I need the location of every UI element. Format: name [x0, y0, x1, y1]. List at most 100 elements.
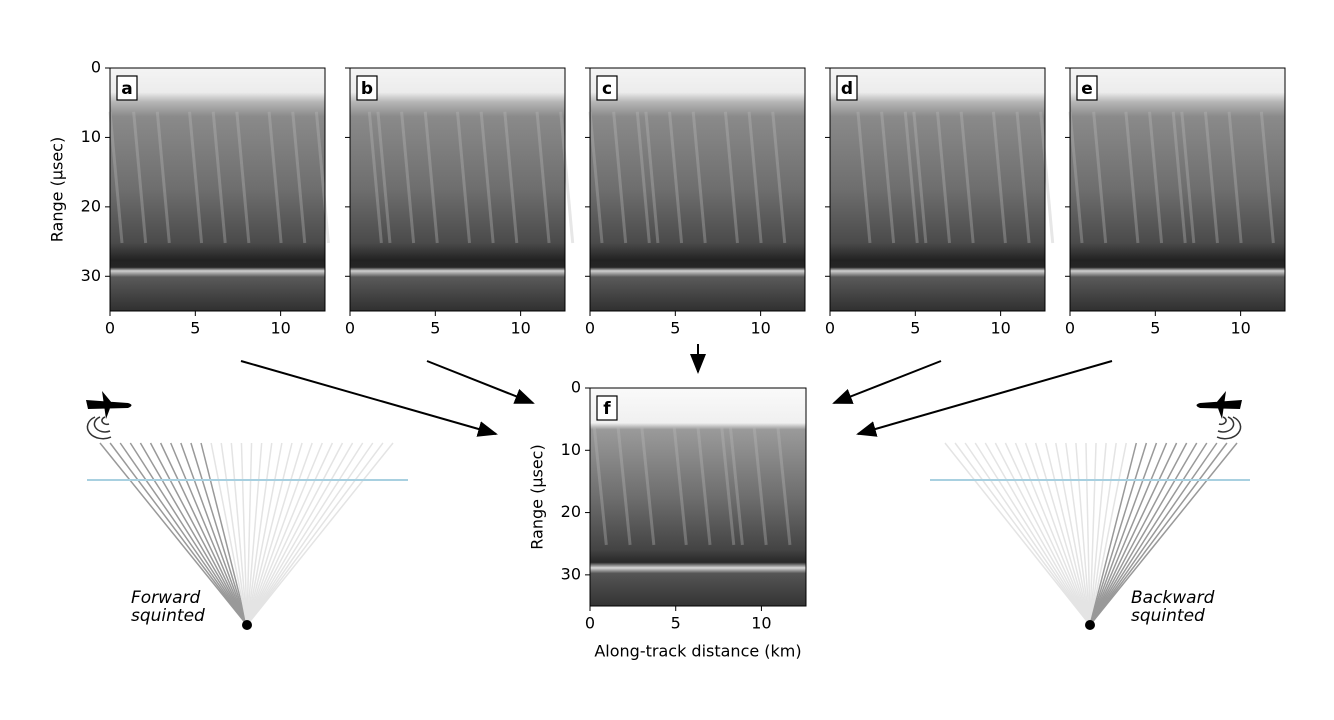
ray — [1089, 442, 1158, 626]
x-tick-label: 5 — [1150, 319, 1160, 338]
panel-label: e — [1081, 79, 1093, 99]
texture — [912, 111, 928, 244]
texture — [1039, 111, 1055, 244]
ray — [246, 442, 303, 626]
plane-icon — [1196, 391, 1242, 440]
ray — [109, 442, 248, 626]
y-tick-label: 0 — [91, 58, 101, 77]
x-tick-label: 10 — [751, 614, 771, 633]
y-axis-label: Range (μsec) — [528, 444, 547, 549]
panel: a 0 5 10 0 10 20 30 Range (μsec) — [48, 58, 330, 338]
texture — [1148, 111, 1164, 244]
ray — [246, 442, 293, 626]
target-point — [1085, 620, 1095, 630]
y-tick-label: 10 — [561, 440, 581, 459]
ray — [240, 442, 248, 626]
ray — [1089, 442, 1117, 626]
texture — [235, 111, 251, 244]
ray — [1089, 442, 1148, 626]
texture — [155, 111, 171, 244]
panel-label-box — [596, 395, 618, 421]
ray — [246, 442, 313, 626]
ray — [246, 442, 334, 626]
ray — [200, 442, 248, 626]
ray — [1055, 442, 1091, 626]
x-tick-label: 10 — [510, 319, 530, 338]
annotation: squinted — [1131, 606, 1205, 626]
x-tick-label: 0 — [105, 319, 115, 338]
y-axis-label: Range (μsec) — [48, 137, 67, 242]
panel-label: b — [361, 79, 373, 99]
x-tick-label: 0 — [1065, 319, 1075, 338]
ray — [1004, 442, 1091, 626]
texture — [720, 427, 736, 546]
x-tick-label: 10 — [990, 319, 1010, 338]
texture — [1227, 111, 1243, 244]
ray — [1065, 442, 1091, 626]
y-tick-label: 30 — [81, 266, 101, 285]
ray — [220, 442, 248, 626]
axes-frame — [109, 67, 326, 312]
panel-label-box — [1076, 75, 1098, 101]
ray — [1089, 442, 1107, 626]
texture — [668, 111, 684, 244]
panel-label: c — [602, 79, 612, 99]
texture — [291, 111, 307, 244]
texture — [959, 111, 975, 244]
panel-label-box — [836, 75, 858, 101]
ray — [210, 442, 248, 626]
texture — [211, 111, 227, 244]
ray — [246, 442, 263, 626]
annotation: squinted — [131, 606, 205, 626]
radargram — [830, 68, 1045, 311]
panel-label: f — [603, 399, 611, 419]
texture — [1015, 111, 1031, 244]
ray — [1089, 442, 1138, 626]
axes-frame — [589, 67, 806, 312]
radargram — [110, 68, 325, 311]
ray — [246, 442, 323, 626]
arrow — [832, 360, 942, 404]
texture — [752, 427, 768, 546]
ray — [246, 442, 344, 626]
ray — [1014, 442, 1091, 626]
texture — [612, 111, 628, 244]
ray — [1089, 442, 1218, 626]
ray — [99, 442, 248, 626]
panel: e 0 5 10 — [1065, 67, 1286, 338]
y-tick-label: 20 — [561, 502, 581, 521]
texture — [691, 111, 707, 244]
texture — [723, 111, 739, 244]
axes-frame — [829, 67, 1046, 312]
ray — [994, 442, 1091, 626]
ray — [1089, 442, 1208, 626]
plane-icon — [86, 391, 132, 440]
texture — [903, 111, 919, 244]
ray — [1089, 442, 1168, 626]
panel-label-box — [356, 75, 378, 101]
ray — [246, 442, 283, 626]
radargram — [1070, 68, 1285, 311]
texture — [479, 111, 495, 244]
panel: b 0 5 10 — [345, 67, 575, 338]
texture — [559, 111, 575, 244]
x-tick-label: 10 — [1230, 319, 1250, 338]
x-tick-label: 5 — [671, 614, 681, 633]
panel-label: a — [121, 79, 132, 99]
ray — [1089, 442, 1198, 626]
texture — [747, 111, 763, 244]
y-tick-label: 30 — [561, 564, 581, 583]
arrow — [426, 360, 535, 404]
ray — [246, 442, 354, 626]
texture — [592, 427, 608, 546]
ray — [1089, 442, 1238, 626]
texture — [267, 111, 283, 244]
texture — [672, 427, 688, 546]
ray — [1034, 442, 1091, 626]
texture — [936, 111, 951, 244]
texture — [314, 111, 330, 244]
x-axis-label: Along-track distance (km) — [594, 642, 801, 661]
x-tick-label: 0 — [345, 319, 355, 338]
squint-diagrams — [99, 442, 1238, 626]
